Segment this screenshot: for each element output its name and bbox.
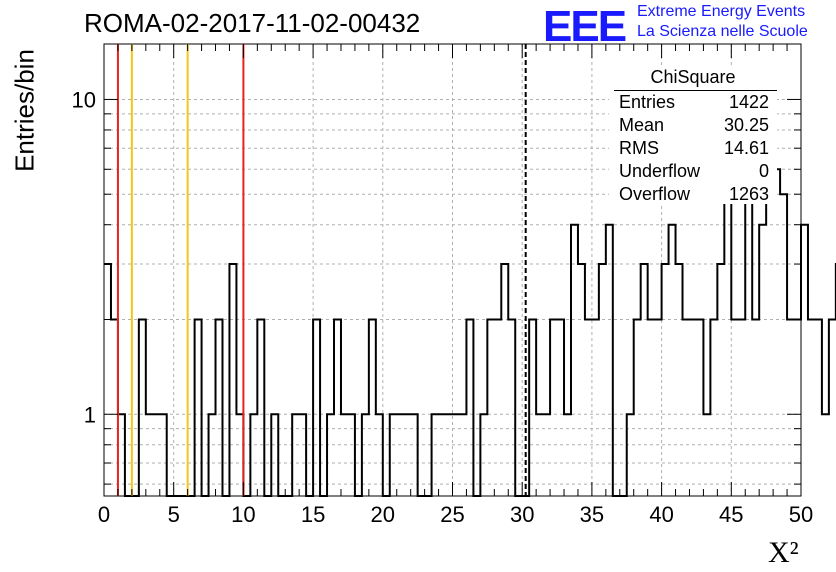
stat-row-underflow: Underflow 0 bbox=[619, 161, 769, 182]
stats-title: ChiSquare bbox=[650, 67, 736, 87]
stat-label: RMS bbox=[619, 138, 659, 158]
stat-row-entries: Entries 1422 bbox=[619, 92, 769, 113]
stat-row-mean: Mean 30.25 bbox=[619, 115, 769, 136]
x-tick-label: 40 bbox=[649, 502, 673, 527]
logo-text-line1: Extreme Energy Events bbox=[637, 3, 806, 20]
x-tick-label: 35 bbox=[580, 502, 604, 527]
stat-value: 0 bbox=[758, 161, 769, 181]
x-tick-label: 5 bbox=[168, 502, 180, 527]
logo-text-line2: La Scienza nelle Scuole bbox=[637, 23, 808, 40]
x-tick-label: 20 bbox=[371, 502, 395, 527]
x-tick-label: 25 bbox=[440, 502, 464, 527]
y-tick-label: 1 bbox=[84, 402, 96, 427]
stats-box: ChiSquare Entries 1422 Mean 30.25 RMS 14… bbox=[609, 67, 777, 204]
stat-value: 1422 bbox=[728, 92, 769, 112]
stats-divider bbox=[614, 90, 777, 91]
x-tick-label: 50 bbox=[789, 502, 813, 527]
x-axis-label: X² bbox=[768, 536, 799, 569]
stat-label: Underflow bbox=[619, 161, 701, 181]
y-axis-label: Entries/bin bbox=[9, 49, 40, 172]
stat-label: Mean bbox=[619, 115, 665, 135]
x-tick-label: 30 bbox=[510, 502, 534, 527]
chart-title: ROMA-02-2017-11-02-00432 bbox=[84, 8, 421, 38]
stat-value: 14.61 bbox=[723, 138, 769, 158]
y-tick-label: 10 bbox=[72, 87, 96, 112]
eee-logo: EEE bbox=[543, 2, 627, 51]
stat-row-overflow: Overflow 1263 bbox=[619, 184, 769, 205]
stat-label: Entries bbox=[619, 92, 676, 112]
stat-label: Overflow bbox=[619, 184, 691, 204]
stat-value: 1263 bbox=[728, 184, 769, 204]
x-tick-label: 15 bbox=[301, 502, 325, 527]
x-tick-label: 10 bbox=[231, 502, 255, 527]
stat-value: 30.25 bbox=[723, 115, 769, 135]
x-tick-label: 0 bbox=[98, 502, 110, 527]
x-tick-label: 45 bbox=[719, 502, 743, 527]
stat-row-rms: RMS 14.61 bbox=[619, 138, 769, 159]
